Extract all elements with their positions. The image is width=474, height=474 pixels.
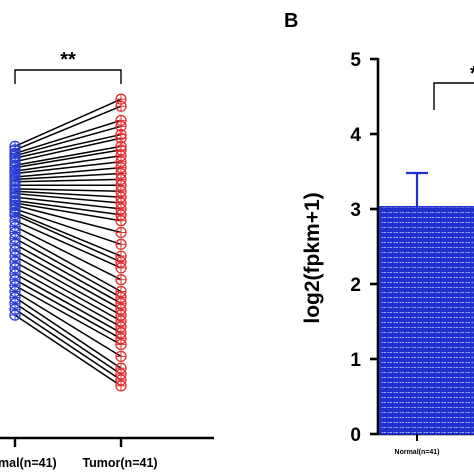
- y-tick-label: 3: [350, 200, 361, 221]
- pair-line: [14, 214, 122, 263]
- panel-a: mal(n=41) Tumor(n=41) **: [0, 49, 214, 470]
- tumor-point: [115, 238, 127, 250]
- pair-line: [14, 225, 122, 281]
- tumor-point: [115, 100, 127, 112]
- panel-b-letter: B: [284, 10, 298, 32]
- pair-line: [14, 155, 122, 172]
- panel-a-x-label-normal: mal(n=41): [0, 456, 57, 470]
- tumor-point: [115, 226, 127, 239]
- tumor-point: [115, 274, 127, 286]
- pair-line: [14, 149, 122, 169]
- panel-b: B log2(fpkm+1) 0 1 2 3 4 5 Normal(n=41) *: [284, 10, 474, 456]
- pair-line: [14, 133, 122, 159]
- pair-line: [14, 284, 122, 346]
- pair-line: [14, 202, 122, 222]
- pair-line: [14, 192, 122, 204]
- pair-line: [14, 178, 122, 183]
- pair-line: [14, 145, 122, 166]
- pair-line: [14, 211, 122, 257]
- pair-line: [14, 160, 122, 175]
- y-tick-label: 0: [350, 425, 361, 446]
- pair-line: [14, 105, 122, 151]
- pair-line: [14, 255, 122, 316]
- y-tick-label: 1: [350, 350, 361, 371]
- panel-b-significance-bracket: [433, 82, 474, 110]
- panel-a-pair-lines: [14, 98, 122, 387]
- panel-a-tumor-points: [115, 93, 127, 392]
- panel-b-significance-label: *: [470, 63, 474, 85]
- pair-line: [14, 220, 122, 269]
- pair-line: [14, 231, 122, 293]
- panel-b-x-label-normal: Normal(n=41): [395, 449, 440, 456]
- pair-line: [14, 137, 122, 163]
- pair-line: [14, 290, 122, 358]
- panel-a-normal-points: [9, 140, 21, 321]
- panel-b-y-axis-label: log2(fpkm+1): [301, 192, 324, 323]
- tumor-point: [115, 215, 127, 227]
- panel-a-significance-label: **: [60, 49, 76, 71]
- tumor-point: [115, 262, 127, 274]
- panel-a-significance-bracket: [14, 69, 122, 84]
- pair-line: [14, 199, 122, 216]
- pair-line: [14, 308, 122, 381]
- tumor-point: [115, 350, 127, 363]
- pair-line: [14, 296, 122, 369]
- pair-line: [14, 125, 122, 157]
- tumor-point: [115, 380, 127, 392]
- pair-line: [14, 166, 122, 178]
- pair-line: [14, 243, 122, 304]
- pair-line: [14, 208, 122, 246]
- pair-line: [14, 98, 122, 148]
- pair-line: [14, 273, 122, 334]
- pair-line: [14, 119, 122, 155]
- normal-point: [9, 309, 21, 321]
- pair-line: [14, 279, 122, 340]
- pair-line: [14, 267, 122, 328]
- pair-line: [14, 188, 122, 192]
- pair-line: [14, 172, 122, 181]
- tumor-point: [115, 338, 127, 351]
- y-tick-label: 5: [350, 50, 361, 71]
- pair-line: [14, 190, 122, 198]
- panel-a-x-label-tumor: Tumor(n=41): [82, 456, 157, 470]
- y-tick-label: 4: [350, 125, 361, 146]
- pair-line: [14, 196, 122, 210]
- pair-line: [14, 249, 122, 310]
- pair-line: [14, 204, 122, 234]
- pair-line: [14, 261, 122, 322]
- panel-b-bar-normal: [379, 206, 474, 435]
- pair-line: [14, 302, 122, 375]
- panel-b-y-ticks: 0 1 2 3 4 5: [350, 50, 378, 446]
- y-tick-label: 2: [350, 275, 361, 296]
- pair-line: [14, 237, 122, 299]
- pair-line: [14, 314, 122, 387]
